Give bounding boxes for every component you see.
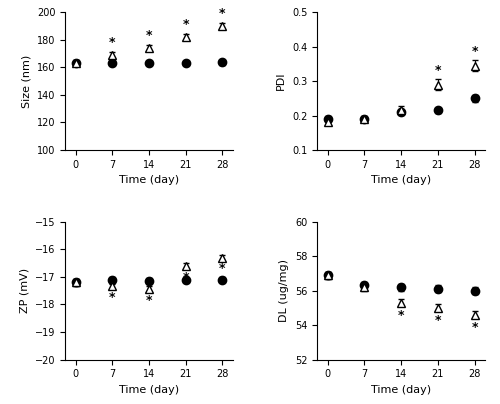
Text: *: *	[434, 64, 441, 77]
Y-axis label: PDI: PDI	[276, 72, 286, 90]
Text: *: *	[146, 294, 152, 307]
Text: *: *	[182, 271, 189, 284]
Text: *: *	[219, 7, 226, 20]
Text: *: *	[109, 291, 116, 305]
X-axis label: Time (day): Time (day)	[119, 385, 179, 395]
X-axis label: Time (day): Time (day)	[371, 175, 431, 185]
Text: *: *	[219, 263, 226, 276]
Text: *: *	[471, 321, 478, 334]
Text: *: *	[146, 29, 152, 42]
Text: *: *	[398, 309, 404, 322]
X-axis label: Time (day): Time (day)	[119, 175, 179, 185]
Y-axis label: Size (nm): Size (nm)	[21, 55, 31, 108]
X-axis label: Time (day): Time (day)	[371, 385, 431, 395]
Text: *: *	[182, 19, 189, 32]
Y-axis label: ZP (mV): ZP (mV)	[19, 268, 29, 313]
Text: *: *	[434, 314, 441, 327]
Y-axis label: DL (ug/mg): DL (ug/mg)	[279, 259, 289, 322]
Text: *: *	[109, 36, 116, 49]
Text: *: *	[471, 45, 478, 58]
